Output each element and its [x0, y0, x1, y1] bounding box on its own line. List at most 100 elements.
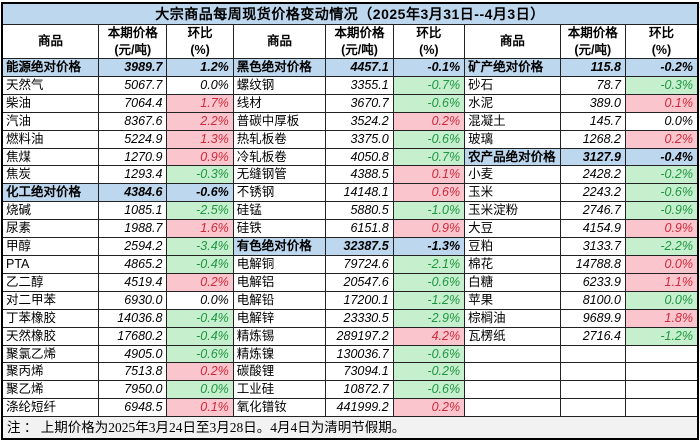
table-row: 天然气 5067.7 0.0% 螺纹钢 3355.1 -0.7% 砂石 78.7 -0.3% — [1, 75, 699, 95]
change-cell: -0.6% — [392, 344, 466, 364]
change-cell: -3.4% — [166, 237, 234, 256]
price-cell: 32387.5 — [325, 237, 394, 256]
price-cell: 7950.0 — [98, 380, 168, 400]
commodity-name-cell: 玉米 — [464, 183, 561, 203]
commodity-name-cell: 小麦 — [464, 165, 561, 185]
commodity-name-cell: 大豆 — [464, 219, 561, 239]
price-cell — [559, 344, 626, 364]
price-cell: 1268.2 — [559, 129, 626, 149]
commodity-name-cell: 工业硅 — [232, 380, 327, 400]
price-cell: 145.7 — [559, 111, 626, 131]
commodity-name-cell — [464, 380, 561, 400]
change-cell: 0.9% — [624, 219, 699, 239]
change-cell: 0.1% — [392, 165, 466, 185]
table-row: 聚丙烯 7513.8 0.2% 碳酸锂 73094.1 -0.2% — [1, 362, 699, 382]
change-cell: -2.5% — [166, 201, 234, 221]
footnote: 注 ： 上期价格为2025年3月24日至3月28日。4月4日为清明节假期。 — [1, 416, 699, 440]
change-cell: 1.1% — [624, 272, 699, 292]
price-cell: 14036.8 — [98, 308, 168, 328]
change-cell: -0.4% — [624, 147, 699, 167]
commodity-name-cell: 聚氯乙烯 — [1, 344, 100, 364]
column-header-row: 商品 本期价格 (元/吨) 环比 (%) 商品 本期价格 (元/吨) 环比 (%) 商品 本期… — [1, 24, 699, 59]
table-row: 焦煤 1270.9 0.9% 冷轧板卷 4050.8 -0.7% 农产品绝对价格 3127.9… — [1, 147, 699, 167]
change-cell — [624, 398, 699, 418]
change-cell: 0.0% — [624, 290, 699, 310]
price-cell: 115.8 — [559, 58, 626, 77]
change-cell: 1.3% — [166, 129, 234, 149]
price-cell: 2243.2 — [559, 183, 626, 203]
commodity-name-cell: 白糖 — [464, 272, 561, 292]
price-cell: 289197.2 — [325, 326, 394, 346]
price-cell: 17680.2 — [98, 326, 168, 346]
change-cell: 1.8% — [624, 308, 699, 328]
table-title: 大宗商品每周现货价格变动情况（2025年3月31日--4月3日） — [1, 2, 699, 25]
change-cell: -1.0% — [392, 201, 466, 221]
price-cell: 14788.8 — [559, 254, 626, 274]
price-cell: 7064.4 — [98, 93, 168, 113]
change-cell: 0.2% — [392, 111, 466, 131]
commodity-name-cell: 焦煤 — [1, 147, 100, 167]
change-cell: -0.7% — [392, 147, 466, 167]
commodity-name-cell: 聚丙烯 — [1, 362, 100, 382]
price-cell: 4154.9 — [559, 219, 626, 239]
price-cell: 1293.4 — [98, 165, 168, 185]
change-cell: -0.6% — [166, 344, 234, 364]
change-cell: 0.0% — [624, 111, 699, 131]
table-row: 甲醇 2594.2 -3.4% 有色绝对价格 32387.5 -1.3% 豆粕 3133.7-… — [1, 237, 699, 256]
change-cell: 1.2% — [166, 58, 234, 77]
commodity-name-cell: 汽油 — [1, 111, 100, 131]
commodity-name-cell: 冷轧板卷 — [232, 147, 327, 167]
change-cell: 0.0% — [166, 75, 234, 95]
commodity-column-header: 商品 — [232, 24, 327, 59]
price-cell: 5067.7 — [98, 75, 168, 95]
price-cell: 3670.7 — [325, 93, 394, 113]
price-cell: 8100.0 — [559, 290, 626, 310]
price-cell: 1988.7 — [98, 219, 168, 239]
table-body: 能源绝对价格 3989.7 1.2% 黑色绝对价格 4457.1 -0.1% 矿产绝对价格 1… — [1, 58, 699, 418]
price-cell — [559, 362, 626, 382]
price-cell: 3127.9 — [559, 147, 626, 167]
price-cell: 3133.7 — [559, 237, 626, 256]
change-cell: -0.2% — [624, 58, 699, 77]
change-cell: -2.1% — [392, 254, 466, 274]
price-cell: 441999.2 — [325, 398, 394, 418]
price-cell: 3524.2 — [325, 111, 394, 131]
change-cell: -0.3% — [166, 165, 234, 185]
change-cell: -0.4% — [166, 254, 234, 274]
price-cell: 6233.9 — [559, 272, 626, 292]
commodity-name-cell: 混凝土 — [464, 111, 561, 131]
price-cell: 20547.6 — [325, 272, 394, 292]
price-cell: 5224.9 — [98, 129, 168, 149]
commodity-name-cell: 棉花 — [464, 254, 561, 274]
commodity-name-cell: 瓦楞纸 — [464, 326, 561, 346]
change-cell: -0.4% — [166, 326, 234, 346]
change-cell: 0.6% — [392, 183, 466, 203]
commodity-name-cell: 普碳中厚板 — [232, 111, 327, 131]
table-row: 聚氯乙烯 4905.0 -0.6% 精炼镍 130036.7 -0.6% — [1, 344, 699, 364]
change-cell: -0.6% — [392, 272, 466, 292]
table-row: 柴油 7064.4 1.7% 线材 3670.7 -0.6% 水泥 389.0 0.1% — [1, 93, 699, 113]
price-cell: 10872.7 — [325, 380, 394, 400]
price-cell: 4519.4 — [98, 272, 168, 292]
commodity-name-cell: 电解铅 — [232, 290, 327, 310]
change-cell: -0.6% — [392, 129, 466, 149]
price-cell: 6151.8 — [325, 219, 394, 239]
commodity-name-cell: 天然橡胶 — [1, 326, 100, 346]
change-cell: 0.9% — [166, 147, 234, 167]
price-cell: 2746.7 — [559, 201, 626, 221]
commodity-name-cell: 聚乙烯 — [1, 380, 100, 400]
change-cell — [624, 380, 699, 400]
commodity-name-cell: 柴油 — [1, 93, 100, 113]
commodity-name-cell: 矿产绝对价格 — [464, 58, 561, 77]
change-cell: -1.3% — [392, 237, 466, 256]
change-cell: -0.6% — [166, 183, 234, 203]
change-cell: 0.2% — [166, 272, 234, 292]
change-cell: 0.0% — [166, 380, 234, 400]
change-cell: 0.2% — [624, 129, 699, 149]
commodity-name-cell — [464, 398, 561, 418]
change-cell: -0.6% — [392, 93, 466, 113]
price-cell: 4457.1 — [325, 58, 394, 77]
change-cell: 1.6% — [166, 219, 234, 239]
commodity-name-cell: 硅铁 — [232, 219, 327, 239]
change-cell: 0.2% — [392, 398, 466, 418]
